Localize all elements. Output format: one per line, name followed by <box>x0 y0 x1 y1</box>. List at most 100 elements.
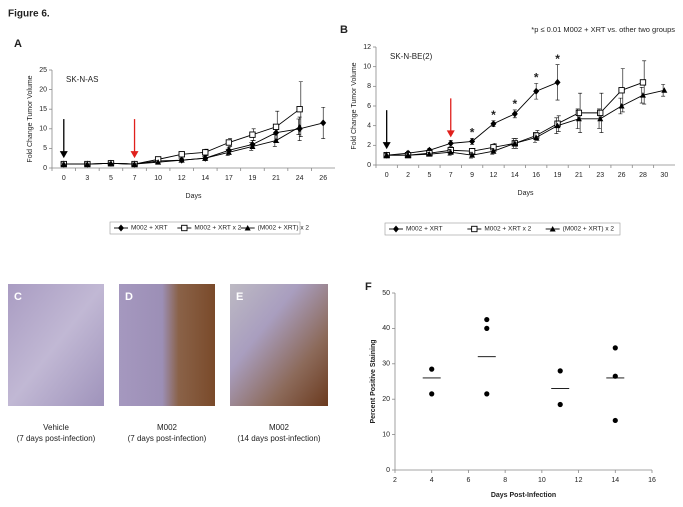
x-tick-label: 26 <box>319 175 327 182</box>
x-tick-label: 7 <box>449 172 453 179</box>
marker <box>575 109 583 117</box>
x-tick-label: 23 <box>596 172 604 179</box>
marker <box>107 160 114 166</box>
arrow-head <box>130 151 139 159</box>
marker <box>490 148 497 154</box>
marker <box>575 115 582 122</box>
x-axis-label: Days Post-Infection <box>491 492 556 499</box>
x-tick-label: 19 <box>554 172 562 179</box>
point <box>612 417 618 424</box>
marker <box>554 78 561 86</box>
marker <box>131 161 138 167</box>
y-tick-label: 6 <box>367 103 371 110</box>
legend-label: (M002 + XRT) x 2 <box>563 226 615 233</box>
marker <box>383 152 390 158</box>
y-tick-label: 0 <box>386 467 390 474</box>
marker <box>178 151 185 158</box>
x-tick-label: 10 <box>154 175 162 182</box>
marker <box>469 152 476 158</box>
caption: (14 days post-infection) <box>237 434 320 443</box>
y-tick-label: 12 <box>363 44 371 51</box>
x-tick-label: 3 <box>85 175 89 182</box>
marker <box>60 161 67 167</box>
marker <box>178 157 185 163</box>
x-tick-label: 24 <box>296 175 304 182</box>
marker <box>181 224 188 232</box>
marker <box>272 123 280 130</box>
y-axis-label: Percent Positive Staining <box>370 339 377 423</box>
marker <box>249 131 256 138</box>
x-tick-label: 21 <box>272 175 280 182</box>
x-tick-label: 12 <box>490 172 498 179</box>
y-tick-label: 4 <box>367 123 371 130</box>
significance: * <box>491 108 496 122</box>
marker <box>471 225 478 233</box>
marker <box>533 134 540 140</box>
legend-label: (M002 + XRT) x 2 <box>258 225 310 232</box>
y-axis-label: Fold Change Tumor Volume <box>351 62 358 149</box>
x-tick-label: 14 <box>201 175 209 182</box>
marker <box>597 115 604 122</box>
y-tick-label: 15 <box>39 106 47 113</box>
marker <box>597 109 604 117</box>
point <box>429 391 435 397</box>
caption: M002 <box>157 423 178 432</box>
caption: Vehicle <box>43 423 69 432</box>
marker <box>661 87 668 93</box>
point <box>484 391 490 397</box>
marker <box>393 225 399 233</box>
point <box>612 373 618 379</box>
y-tick-label: 50 <box>382 290 390 297</box>
marker <box>426 151 433 157</box>
y-tick-label: 20 <box>382 396 390 403</box>
annotation: SK-N-BE(2) <box>390 52 433 61</box>
legend-label: M002 + XRT x 2 <box>484 226 531 233</box>
x-tick-label: 9 <box>470 172 474 179</box>
panel-label: E <box>236 291 243 303</box>
x-tick-label: 0 <box>385 172 389 179</box>
marker <box>273 137 280 144</box>
marker <box>320 119 327 127</box>
y-tick-label: 40 <box>382 325 390 332</box>
marker <box>202 155 209 161</box>
x-tick-label: 26 <box>618 172 626 179</box>
marker <box>639 79 647 86</box>
panel-label: B <box>340 24 348 36</box>
significance: * <box>470 126 475 140</box>
x-tick-label: 0 <box>62 175 66 182</box>
marker <box>296 106 303 113</box>
y-tick-label: 0 <box>367 162 371 169</box>
marker <box>511 110 518 118</box>
micrograph <box>230 284 328 406</box>
micrograph <box>119 284 215 406</box>
x-tick-label: 5 <box>427 172 431 179</box>
x-tick-label: 28 <box>639 172 647 179</box>
x-tick-label: 4 <box>430 477 434 484</box>
point <box>484 316 490 323</box>
y-tick-label: 25 <box>39 67 47 74</box>
arrow-head <box>59 151 68 159</box>
x-tick-label: 2 <box>393 477 397 484</box>
y-tick-label: 20 <box>39 86 47 93</box>
y-tick-label: 10 <box>382 431 390 438</box>
marker <box>533 87 540 95</box>
marker <box>618 87 625 94</box>
marker <box>225 149 232 155</box>
x-tick-label: 6 <box>466 477 470 484</box>
marker <box>469 137 476 145</box>
marker <box>155 159 162 165</box>
legend-label: M002 + XRT x 2 <box>194 225 241 232</box>
series-line <box>63 122 324 165</box>
caption: M002 <box>269 423 290 432</box>
point <box>557 368 563 374</box>
legend-label: M002 + XRT <box>131 225 168 232</box>
significance: * <box>534 71 539 85</box>
legend-label: M002 + XRT <box>406 226 443 233</box>
panel-label: A <box>14 38 22 50</box>
significance: * <box>512 97 517 111</box>
x-tick-label: 17 <box>225 175 233 182</box>
y-axis-label: Fold Change Tumor Volume <box>27 75 34 162</box>
marker <box>249 143 256 149</box>
marker <box>296 123 303 130</box>
marker <box>511 140 518 146</box>
